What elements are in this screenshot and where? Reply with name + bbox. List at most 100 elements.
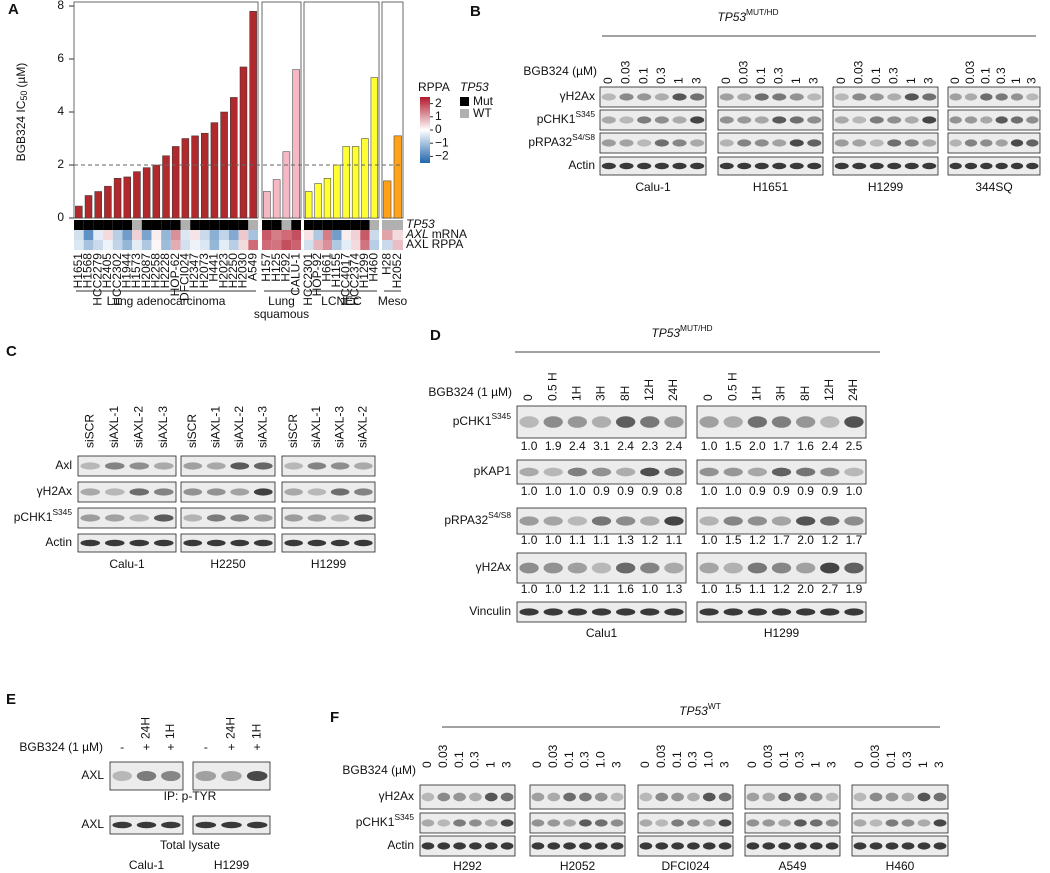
axl-mrna-cell xyxy=(112,230,123,240)
quantification: 1.2 xyxy=(641,533,658,547)
band xyxy=(129,462,150,470)
band xyxy=(183,462,203,470)
band xyxy=(904,93,919,101)
row-label: pCHK1S345 xyxy=(453,411,512,428)
blot xyxy=(77,507,177,529)
band xyxy=(519,416,539,428)
band xyxy=(639,842,653,850)
band xyxy=(619,162,634,170)
band xyxy=(567,562,588,574)
band xyxy=(253,514,273,522)
row-label-main: Axl xyxy=(55,458,72,472)
quantification: 1.1 xyxy=(593,533,610,547)
band xyxy=(807,116,822,124)
quantification: 0.9 xyxy=(749,484,766,498)
lane-label: 0.03 xyxy=(868,744,882,768)
tp53-cell xyxy=(369,220,379,230)
cell-line-name: H292 xyxy=(453,859,482,873)
band xyxy=(699,467,719,477)
bar xyxy=(323,178,332,219)
lane-label: 0.1 xyxy=(884,751,898,768)
tp53-cell xyxy=(141,220,152,230)
band xyxy=(153,462,174,470)
band xyxy=(230,539,250,547)
blot xyxy=(281,481,376,503)
quantification: 2.7 xyxy=(821,582,838,596)
tp53-cell xyxy=(248,220,258,230)
row-label: γH2Ax xyxy=(560,89,595,103)
band xyxy=(206,514,226,522)
blot xyxy=(529,835,626,857)
bar xyxy=(282,151,291,219)
tp53-cell xyxy=(199,220,210,230)
row-label-main: Actin xyxy=(45,535,72,549)
quantification: 1.9 xyxy=(545,439,562,453)
cell-line-label: HOP-92 xyxy=(310,253,324,297)
band xyxy=(664,467,684,477)
bar xyxy=(162,155,170,219)
band xyxy=(640,416,660,428)
band xyxy=(500,842,514,850)
band xyxy=(421,842,435,850)
band xyxy=(354,462,373,470)
cell-line-label: CALU-1 xyxy=(288,253,302,296)
band xyxy=(922,116,937,124)
band xyxy=(284,488,303,496)
band xyxy=(637,139,652,147)
lane-label: 0.03 xyxy=(654,744,668,768)
band xyxy=(795,416,816,428)
band xyxy=(543,416,563,428)
cell-line-name: Calu-1 xyxy=(129,858,165,872)
lane-label: 0 xyxy=(852,761,866,768)
band xyxy=(453,792,466,802)
lane-label: 3 xyxy=(609,761,623,768)
row-label-main: Actin xyxy=(568,158,595,172)
cell-line-label: H2073 xyxy=(197,253,211,289)
band xyxy=(664,416,684,428)
cell-line-label: DFCI024 xyxy=(178,253,192,301)
band xyxy=(615,608,636,616)
cell-line-label: H460 xyxy=(366,253,380,282)
band xyxy=(723,608,743,616)
band xyxy=(206,539,226,547)
panel-letter: D xyxy=(430,327,441,344)
band xyxy=(917,842,931,850)
band xyxy=(762,842,776,850)
band xyxy=(637,116,652,124)
blot xyxy=(717,132,824,154)
cell-line-label: H2405 xyxy=(100,253,114,289)
band xyxy=(702,819,716,827)
axl-rppa-cell xyxy=(332,240,342,250)
band xyxy=(690,162,705,170)
bar xyxy=(152,164,161,219)
band xyxy=(771,608,792,616)
lane-label: 1 xyxy=(1009,77,1023,84)
lane-label: 3 xyxy=(689,77,703,84)
row-label-sup: S345 xyxy=(575,109,595,119)
lane-sign: + xyxy=(143,740,150,754)
band xyxy=(723,562,743,574)
band xyxy=(825,819,839,827)
band xyxy=(672,116,687,124)
cell-line-label: H2087 xyxy=(139,253,153,289)
band xyxy=(221,821,242,829)
band xyxy=(484,819,498,827)
row-label-italic: TP53 xyxy=(406,217,435,231)
axl-mrna-cell xyxy=(141,230,152,240)
band xyxy=(1026,139,1039,147)
group-name: Meso xyxy=(378,294,408,308)
band xyxy=(746,819,760,827)
legend-tick-label: −2 xyxy=(435,149,449,163)
blot xyxy=(851,812,949,834)
band xyxy=(772,162,787,170)
band xyxy=(567,516,588,526)
blot xyxy=(180,481,276,503)
band xyxy=(519,608,539,616)
panel-letter: C xyxy=(6,343,17,360)
cell-line-label: H2347 xyxy=(187,253,201,289)
band xyxy=(610,792,624,802)
lane-label: siAXL-1 xyxy=(309,406,323,448)
band xyxy=(869,792,883,802)
axl-mrna-cell xyxy=(209,230,220,240)
